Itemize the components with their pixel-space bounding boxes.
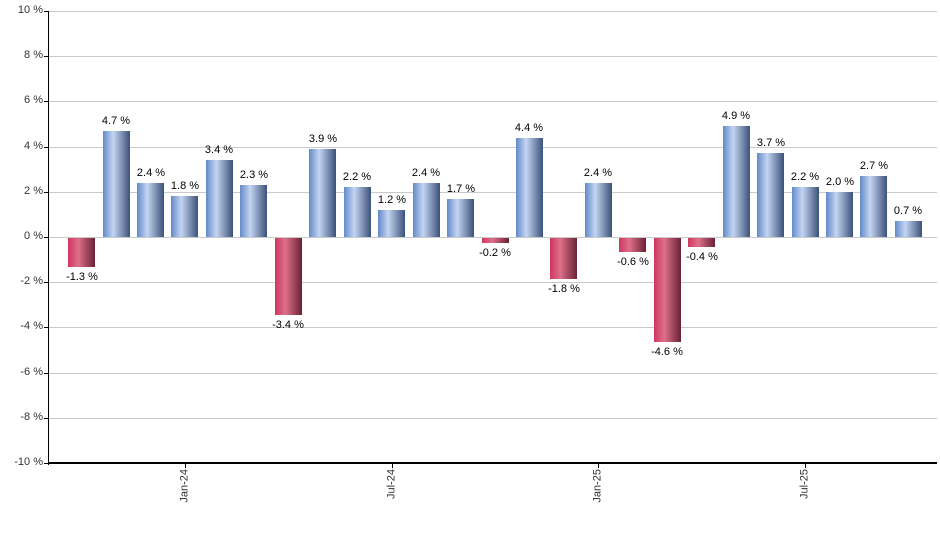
bar-Oct-24 [482,238,509,243]
gridline [48,192,937,193]
gridline [48,147,937,148]
bar-value-label: -1.8 % [548,283,580,295]
y-axis-tick-label: -4 % [20,320,43,332]
y-axis-tick-label: -2 % [20,275,43,287]
y-axis-tick-mark [44,192,48,193]
bar-Sep-25 [860,176,887,237]
bar-Aug-24 [413,183,440,237]
bar-Feb-25 [619,238,646,252]
y-axis-tick-label: 10 % [17,4,43,16]
x-axis-line [48,462,937,464]
gridline [48,56,937,57]
y-axis-tick-mark [44,147,48,148]
x-axis-tick-mark [392,463,393,468]
y-axis-tick-label: 6 % [24,94,43,106]
bar-Dec-23 [137,183,164,237]
bar-value-label: 2.4 % [411,167,441,179]
bar-value-label: 2.7 % [859,160,889,172]
gridline [48,237,937,238]
bar-value-label: 2.0 % [825,176,855,188]
bar-Jul-25 [792,187,819,237]
gridline [48,282,937,283]
bar-value-label: 4.9 % [721,110,751,122]
y-axis-tick-mark [44,373,48,374]
y-axis-tick-mark [44,11,48,12]
x-axis-tick-label: Jul-25 [798,469,811,499]
y-axis-tick-mark [44,327,48,328]
y-axis-tick-mark [44,101,48,102]
bar-Aug-25 [826,192,853,237]
y-axis-tick-mark [44,56,48,57]
bar-Jan-25 [585,183,612,237]
x-axis-tick-label: Jan-25 [591,469,604,503]
bar-value-label: 3.7 % [756,137,786,149]
bar-value-label: -0.2 % [479,247,511,259]
bar-value-label: 4.4 % [514,122,544,134]
bar-value-label: -0.4 % [686,251,718,263]
y-axis-tick-label: -8 % [20,411,43,423]
gridline [48,418,937,419]
y-axis-tick-label: 8 % [24,49,43,61]
bar-Oct-23 [68,238,95,267]
bar-Jul-24 [378,210,405,237]
bar-value-label: 4.7 % [101,115,131,127]
bar-Jun-24 [344,187,371,237]
bar-May-24 [309,149,336,237]
y-axis-tick-label: 2 % [24,185,43,197]
bar-value-label: -1.3 % [66,271,98,283]
bar-Jun-25 [757,153,784,237]
bar-value-label: 3.4 % [204,144,234,156]
bar-value-label: 2.2 % [790,171,820,183]
y-axis-tick-label: 4 % [24,140,43,152]
y-axis-tick-mark [44,463,48,464]
gridline [48,11,937,12]
bar-value-label: 2.2 % [342,171,372,183]
gridline [48,327,937,328]
x-axis-tick-label: Jan-24 [178,469,191,503]
bar-value-label: 1.7 % [446,183,476,195]
y-axis-tick-label: -10 % [14,456,43,468]
x-axis-tick-label: Jul-24 [385,469,398,499]
bar-Nov-23 [103,131,130,237]
bar-Sep-24 [447,199,474,237]
bar-value-label: -3.4 % [272,319,304,331]
bar-Nov-24 [516,138,543,237]
bar-Apr-25 [688,238,715,247]
x-axis-tick-mark [805,463,806,468]
bar-Mar-24 [240,185,267,237]
bar-value-label: -4.6 % [651,346,683,358]
bar-value-label: 2.3 % [239,169,269,181]
bar-value-label: -0.6 % [617,256,649,268]
bar-Feb-24 [206,160,233,237]
bar-Jan-24 [171,196,198,237]
y-axis-tick-mark [44,282,48,283]
bar-Mar-25 [654,238,681,342]
bar-May-25 [723,126,750,237]
gridline [48,373,937,374]
y-axis-tick-mark [44,418,48,419]
bar-Dec-24 [550,238,577,279]
y-axis-line [48,11,49,465]
bar-Oct-25 [895,221,922,237]
bar-value-label: 3.9 % [308,133,338,145]
x-axis-tick-mark [598,463,599,468]
bar-value-label: 2.4 % [583,167,613,179]
y-axis-tick-label: -6 % [20,366,43,378]
y-axis-tick-label: 0 % [24,230,43,242]
bar-value-label: 0.7 % [893,205,923,217]
gridline [48,101,937,102]
bar-value-label: 1.2 % [377,194,407,206]
bar-value-label: 2.4 % [136,167,166,179]
bar-value-label: 1.8 % [170,180,200,192]
y-axis-tick-mark [44,237,48,238]
x-axis-tick-mark [185,463,186,468]
bar-Apr-24 [275,238,302,315]
